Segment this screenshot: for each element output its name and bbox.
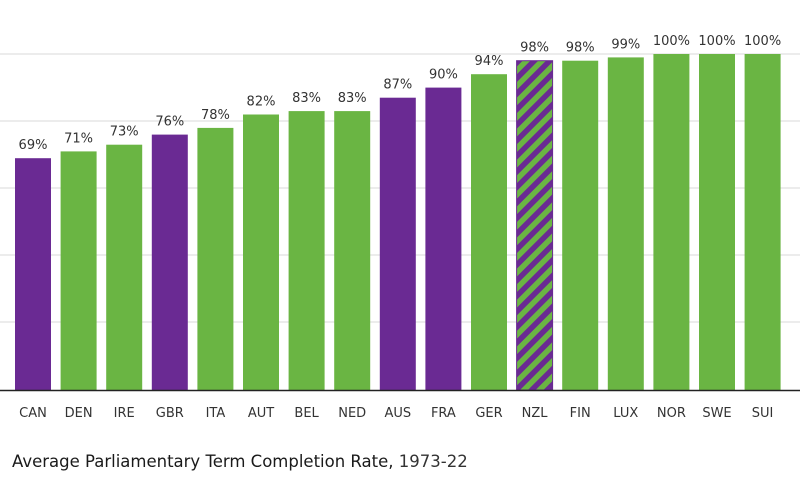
tick-label-aut: AUT: [248, 406, 274, 421]
bar-sui: [744, 54, 781, 390]
value-label-can: 69%: [19, 138, 48, 153]
tick-label-bel: BEL: [294, 406, 319, 421]
tick-label-can: CAN: [19, 406, 47, 421]
value-label-fra: 90%: [429, 68, 458, 83]
bar-ire: [106, 144, 143, 390]
tick-label-ita: ITA: [206, 406, 226, 421]
value-label-swe: 100%: [698, 34, 735, 49]
bar-lux: [607, 57, 644, 391]
bar-nor: [653, 54, 690, 390]
value-label-nzl: 98%: [520, 41, 549, 56]
tick-label-ger: GER: [475, 406, 502, 421]
bar-fin: [562, 60, 599, 390]
value-label-aut: 82%: [247, 95, 276, 110]
tick-label-lux: LUX: [613, 406, 638, 421]
bar-nzl: [516, 60, 554, 391]
tick-label-fin: FIN: [570, 406, 591, 421]
tick-label-aus: AUS: [384, 406, 411, 421]
value-label-ita: 78%: [201, 108, 230, 123]
bar-ita: [197, 127, 234, 391]
bar-ned: [334, 111, 371, 390]
bar-chart: 69% 71% 73% 76% 78% 82% 83% 83% 87% 90% 94% 98% 98% 9…: [0, 34, 800, 421]
bar-gbr: [151, 134, 188, 390]
tick-label-den: DEN: [65, 406, 93, 421]
bar-bel: [288, 111, 325, 390]
tick-label-ire: IRE: [114, 406, 135, 421]
bars: [15, 54, 781, 391]
value-label-fin: 98%: [566, 41, 595, 56]
bar-aut: [243, 114, 279, 390]
value-label-aus: 87%: [383, 78, 412, 93]
value-label-den: 71%: [64, 131, 93, 146]
value-label-sui: 100%: [744, 34, 781, 49]
value-label-ire: 73%: [110, 125, 139, 140]
tick-label-gbr: GBR: [156, 406, 184, 421]
bar-can: [15, 158, 51, 390]
chart-title-range: 1973-22: [398, 452, 468, 471]
value-label-bel: 83%: [292, 91, 321, 106]
bar-fra: [425, 87, 462, 390]
bar-den: [60, 151, 97, 390]
tick-label-ned: NED: [338, 406, 366, 421]
bar-swe: [699, 54, 735, 390]
tick-label-fra: FRA: [431, 406, 456, 421]
category-tick-labels: CAN DEN IRE GBR ITA AUT BEL NED AUS FRA GER NZL FIN L…: [19, 406, 773, 421]
bar-aus: [379, 97, 416, 390]
value-label-gbr: 76%: [155, 115, 184, 130]
tick-label-sui: SUI: [752, 406, 774, 421]
tick-label-nzl: NZL: [522, 406, 549, 421]
value-labels: 69% 71% 73% 76% 78% 82% 83% 83% 87% 90% 94% 98% 98% 9…: [19, 34, 782, 153]
bar-ger: [471, 74, 507, 390]
chart-title-text: Average Parliamentary Term Completion Ra…: [12, 452, 394, 471]
tick-label-swe: SWE: [702, 406, 731, 421]
value-label-ned: 83%: [338, 91, 367, 106]
value-label-ger: 94%: [475, 54, 504, 69]
value-label-lux: 99%: [611, 37, 640, 52]
tick-label-nor: NOR: [657, 406, 686, 421]
chart-title: Average Parliamentary Term Completion Ra…: [12, 452, 468, 471]
value-label-nor: 100%: [653, 34, 690, 49]
